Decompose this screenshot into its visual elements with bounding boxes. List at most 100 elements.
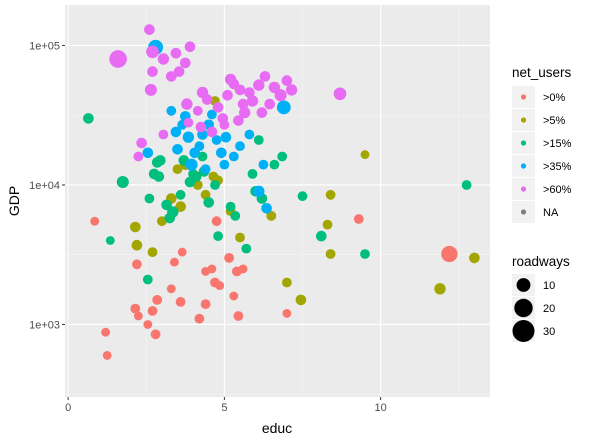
data-point bbox=[237, 98, 249, 110]
data-point bbox=[261, 202, 272, 214]
data-point bbox=[200, 164, 211, 175]
data-point bbox=[247, 169, 258, 179]
data-point bbox=[158, 129, 169, 140]
data-point bbox=[133, 311, 143, 321]
data-point bbox=[172, 164, 183, 175]
x-tick-label: 10 bbox=[375, 402, 387, 414]
data-point bbox=[258, 159, 269, 170]
legend-key-point bbox=[520, 163, 527, 169]
data-point bbox=[253, 135, 264, 145]
data-point bbox=[274, 89, 287, 102]
data-point bbox=[143, 320, 153, 329]
data-point bbox=[109, 50, 127, 68]
data-point bbox=[130, 303, 141, 314]
data-point bbox=[325, 189, 336, 200]
data-point bbox=[228, 151, 239, 162]
data-point bbox=[224, 253, 235, 263]
data-point bbox=[142, 147, 154, 159]
y-axis-label: GDP bbox=[6, 186, 22, 216]
data-point bbox=[201, 94, 213, 105]
data-point bbox=[175, 297, 186, 307]
data-point bbox=[147, 247, 158, 257]
data-point bbox=[285, 84, 298, 96]
data-point bbox=[234, 84, 246, 96]
data-point bbox=[144, 193, 155, 204]
data-point bbox=[264, 98, 276, 110]
minor-gridlines bbox=[65, 5, 490, 397]
legend-item-label: >35% bbox=[543, 161, 572, 173]
data-point bbox=[144, 83, 157, 96]
data-point bbox=[154, 155, 166, 166]
data-point bbox=[253, 79, 265, 91]
axis-ticks: 0 5 10 1e+03 1e+04 1e+05 bbox=[29, 40, 387, 414]
data-point bbox=[147, 306, 158, 316]
data-point bbox=[153, 171, 165, 182]
data-point bbox=[235, 232, 245, 243]
legend-key-point bbox=[520, 186, 527, 192]
legend-item-label: >60% bbox=[543, 184, 572, 196]
data-point bbox=[116, 175, 129, 189]
data-point bbox=[269, 159, 280, 170]
data-point bbox=[144, 24, 155, 35]
data-point bbox=[219, 119, 230, 130]
data-point bbox=[166, 284, 176, 294]
data-point bbox=[469, 252, 480, 264]
legend-key-point bbox=[514, 298, 533, 318]
data-point bbox=[215, 281, 225, 291]
data-point bbox=[215, 147, 227, 159]
legend-net-users: net_users >0% >5% >15% >35% >60% NA bbox=[512, 65, 572, 223]
data-point bbox=[184, 41, 196, 53]
data-point bbox=[239, 106, 251, 119]
data-point bbox=[235, 141, 245, 152]
data-point bbox=[360, 249, 370, 259]
plot-panel bbox=[65, 5, 490, 397]
legend-title: net_users bbox=[512, 65, 572, 80]
data-point bbox=[190, 171, 202, 182]
data-point bbox=[101, 327, 111, 337]
data-point bbox=[282, 277, 292, 288]
y-tick-label: 1e+03 bbox=[29, 319, 60, 331]
data-point bbox=[167, 206, 179, 218]
data-point bbox=[170, 47, 182, 59]
data-point bbox=[165, 71, 177, 82]
data-point bbox=[136, 137, 147, 149]
data-point bbox=[210, 180, 220, 190]
data-point bbox=[277, 151, 288, 162]
data-point bbox=[207, 109, 217, 120]
data-point bbox=[253, 185, 265, 197]
data-point bbox=[102, 350, 112, 360]
data-point bbox=[170, 126, 182, 138]
data-point bbox=[150, 329, 161, 340]
data-point bbox=[90, 216, 100, 226]
data-point bbox=[233, 311, 244, 321]
data-point bbox=[230, 211, 241, 221]
legend-key-point bbox=[520, 140, 527, 146]
data-point bbox=[147, 66, 158, 77]
data-point bbox=[173, 66, 185, 77]
data-point bbox=[238, 264, 248, 274]
data-point bbox=[132, 259, 142, 270]
data-point bbox=[183, 117, 194, 128]
legend-title: roadways bbox=[512, 254, 570, 269]
legend-key-point bbox=[516, 278, 531, 292]
data-point bbox=[244, 129, 255, 140]
legend-item-label: >0% bbox=[543, 92, 566, 104]
data-point bbox=[192, 180, 203, 190]
data-points bbox=[83, 24, 480, 360]
data-point bbox=[146, 45, 159, 59]
data-point bbox=[182, 131, 195, 143]
data-point bbox=[195, 121, 207, 133]
data-point bbox=[266, 211, 277, 221]
data-point bbox=[297, 191, 308, 202]
data-point bbox=[129, 221, 141, 233]
y-tick-label: 1e+05 bbox=[29, 40, 60, 52]
legend-item-label: 20 bbox=[543, 303, 555, 315]
data-point bbox=[131, 239, 143, 251]
x-tick-label: 0 bbox=[65, 402, 71, 414]
data-point bbox=[200, 299, 211, 309]
data-point bbox=[211, 135, 222, 145]
data-point bbox=[133, 151, 144, 162]
data-point bbox=[360, 150, 370, 160]
legend-key-point bbox=[512, 320, 535, 342]
